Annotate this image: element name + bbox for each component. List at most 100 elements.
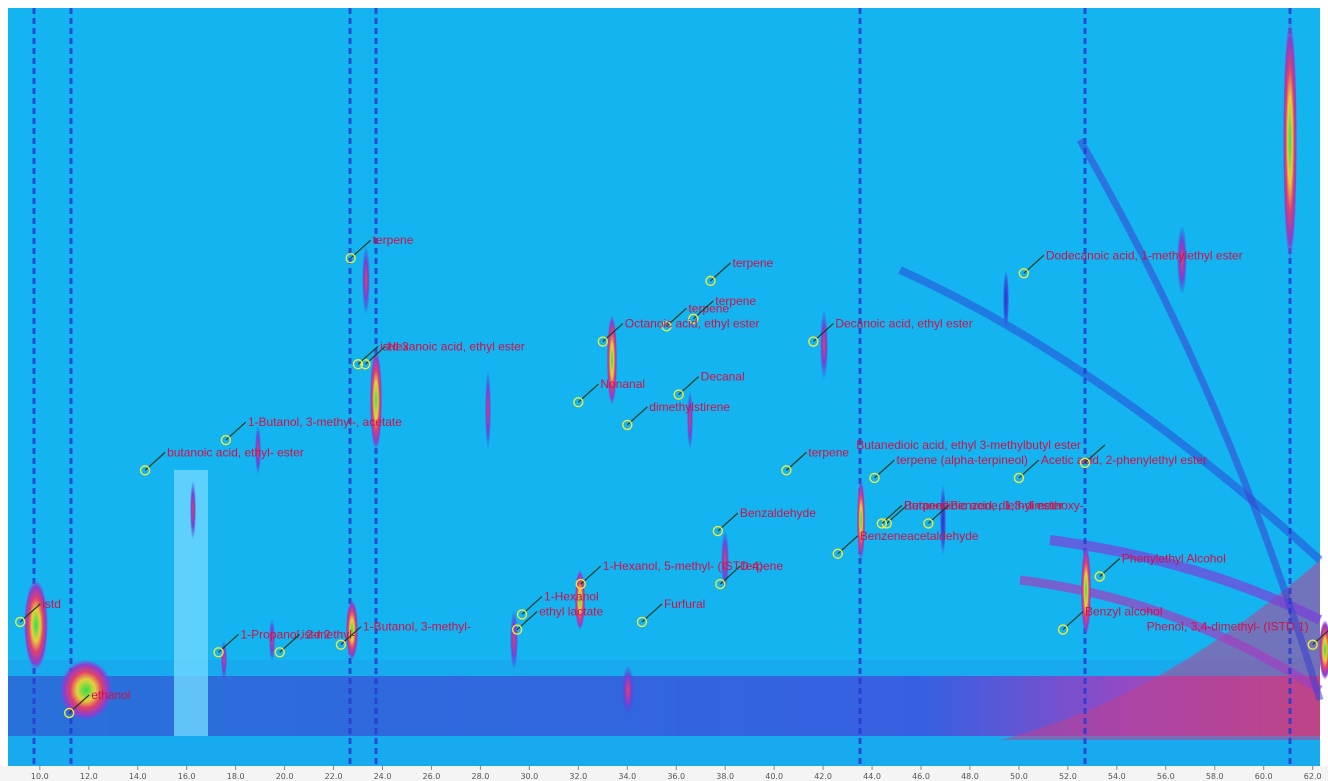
- peak-marker: [139, 465, 151, 476]
- peak-marker: [575, 578, 586, 590]
- peak-marker: [1018, 268, 1030, 279]
- peak-annotation-label: Decanoic acid, ethyl ester: [835, 317, 972, 331]
- peak-annotation-label: Benzaldehyde: [740, 506, 816, 520]
- x-tick-label: 50.0: [1010, 772, 1028, 781]
- x-tick-label: 44.0: [863, 772, 881, 781]
- peak-marker: [516, 609, 528, 620]
- peak-blob: [721, 530, 729, 590]
- peak-annotation-label: Furfural: [664, 597, 705, 611]
- x-tick-label: 34.0: [618, 772, 636, 781]
- peak-marker: [511, 624, 523, 635]
- peak-annotation-label: terpene: [808, 445, 849, 459]
- x-tick-label: 54.0: [1108, 772, 1126, 781]
- peak-marker: [705, 275, 716, 287]
- x-axis: 10.0 12.0 14.0 16.0 18.0 20.0 22.0 24.0 26.0 28.0…: [0, 766, 1328, 781]
- peak-annotation-label: Benzeneacetaldehyde: [860, 529, 979, 543]
- peak-marker: [781, 465, 792, 476]
- x-tick-label: 48.0: [961, 772, 979, 781]
- peak-marker: [352, 359, 364, 370]
- peak-marker: [712, 525, 724, 537]
- peak-annotation-label: terpene: [742, 559, 783, 573]
- peak-blob: [607, 315, 617, 405]
- x-tick-label: 12.0: [80, 772, 98, 781]
- peak-blob: [940, 485, 946, 555]
- peak-annotation-label: Phenylethyl Alcohol: [1122, 552, 1226, 566]
- peak-marker: [661, 321, 672, 332]
- peak-blob: [687, 390, 693, 450]
- peak-annotation-label: istd 2: [302, 627, 331, 641]
- peak-blob: [24, 580, 48, 670]
- peak-marker: [15, 616, 26, 628]
- bleed-arc: [1076, 138, 1324, 702]
- peak-annotation-label: Dodecanoic acid, 1-methylethyl ester: [1046, 248, 1243, 262]
- peak-marker: [335, 639, 347, 650]
- x-tick-label: 42.0: [814, 772, 832, 781]
- peak-annotation-label: butanoic acid, ethyl- ester: [167, 445, 304, 459]
- peak-blob: [362, 245, 370, 315]
- x-tick-label: 56.0: [1157, 772, 1175, 781]
- x-tick-label: 58.0: [1206, 772, 1224, 781]
- peak-blob: [370, 350, 382, 450]
- peak-marker: [688, 313, 699, 324]
- peak-blob: [1319, 620, 1328, 680]
- x-axis-strip: [0, 766, 1328, 781]
- peak-annotation-label: istd 3: [380, 339, 409, 353]
- peak-blob: [1003, 270, 1009, 330]
- peak-blob: [190, 480, 196, 540]
- x-tick-label: 38.0: [716, 772, 734, 781]
- x-tick-label: 24.0: [374, 772, 392, 781]
- peak-marker: [622, 419, 633, 431]
- peak-marker: [1013, 472, 1025, 484]
- peak-blob: [1177, 225, 1187, 295]
- peak-annotation-label: 1-Butanol, 3-methyl-, acetate: [248, 415, 402, 429]
- x-tick-label: 20.0: [276, 772, 294, 781]
- x-tick-label: 16.0: [178, 772, 196, 781]
- peak-annotation-label: Acetic acid, 2-phenylethyl ester: [1041, 453, 1207, 467]
- peak-marker: [597, 336, 609, 347]
- peak-marker: [832, 548, 843, 559]
- peak-annotation-label: Nonanal: [600, 377, 645, 391]
- x-tick-label: 36.0: [667, 772, 685, 781]
- peak-annotation-label: istd: [42, 597, 61, 611]
- peak-marker: [636, 616, 648, 628]
- peak-marker: [1057, 624, 1069, 635]
- bleed-arc: [1019, 575, 1323, 694]
- x-tick-label: 46.0: [912, 772, 930, 781]
- bleed-arc: [898, 266, 1323, 563]
- peak-marker: [1094, 571, 1105, 582]
- peak-marker: [213, 647, 224, 658]
- peak-blob: [269, 618, 275, 662]
- x-tick-label: 62.0: [1304, 772, 1322, 781]
- x-tick-label: 40.0: [765, 772, 783, 781]
- peak-blob: [60, 660, 112, 720]
- x-tick-label: 52.0: [1059, 772, 1077, 781]
- peak-blob: [510, 610, 518, 670]
- peak-annotation-label: terpene: [688, 301, 729, 315]
- peak-annotation-label: Benzyl alcohol: [1085, 605, 1162, 619]
- peak-marker: [274, 647, 285, 658]
- peak-marker: [923, 518, 934, 529]
- peak-marker: [1307, 639, 1318, 650]
- x-tick-label: 22.0: [325, 772, 343, 781]
- peak-blob: [622, 665, 634, 715]
- peak-annotation-label: 1-Hexanol, 5-methyl- (ISTD 4): [603, 559, 763, 573]
- peak-marker: [673, 389, 684, 400]
- peak-marker: [220, 434, 232, 446]
- peak-blob: [255, 425, 261, 475]
- peak-annotation-label: Octanoic acid, ethyl ester: [625, 317, 760, 331]
- peak-marker: [1079, 457, 1091, 468]
- peak-marker: [715, 578, 726, 590]
- peak-annotation-label: ethyl lactate: [539, 605, 603, 619]
- peak-annotation-label: ethanol: [91, 688, 130, 702]
- peak-annotation-label: Butanedioic acid, ethyl 3-methylbutyl es…: [856, 438, 1081, 452]
- peak-marker: [63, 707, 75, 719]
- peak-annotation-label: terpene (alpha-terpineol): [897, 453, 1028, 467]
- peak-blob: [1283, 20, 1297, 260]
- peak-marker: [345, 252, 356, 264]
- x-tick-label: 60.0: [1255, 772, 1273, 781]
- peak-annotation-label: terpene: [909, 498, 950, 512]
- peak-blob: [820, 310, 828, 380]
- bleed-ramp: [1000, 560, 1320, 740]
- peak-blob: [346, 600, 358, 660]
